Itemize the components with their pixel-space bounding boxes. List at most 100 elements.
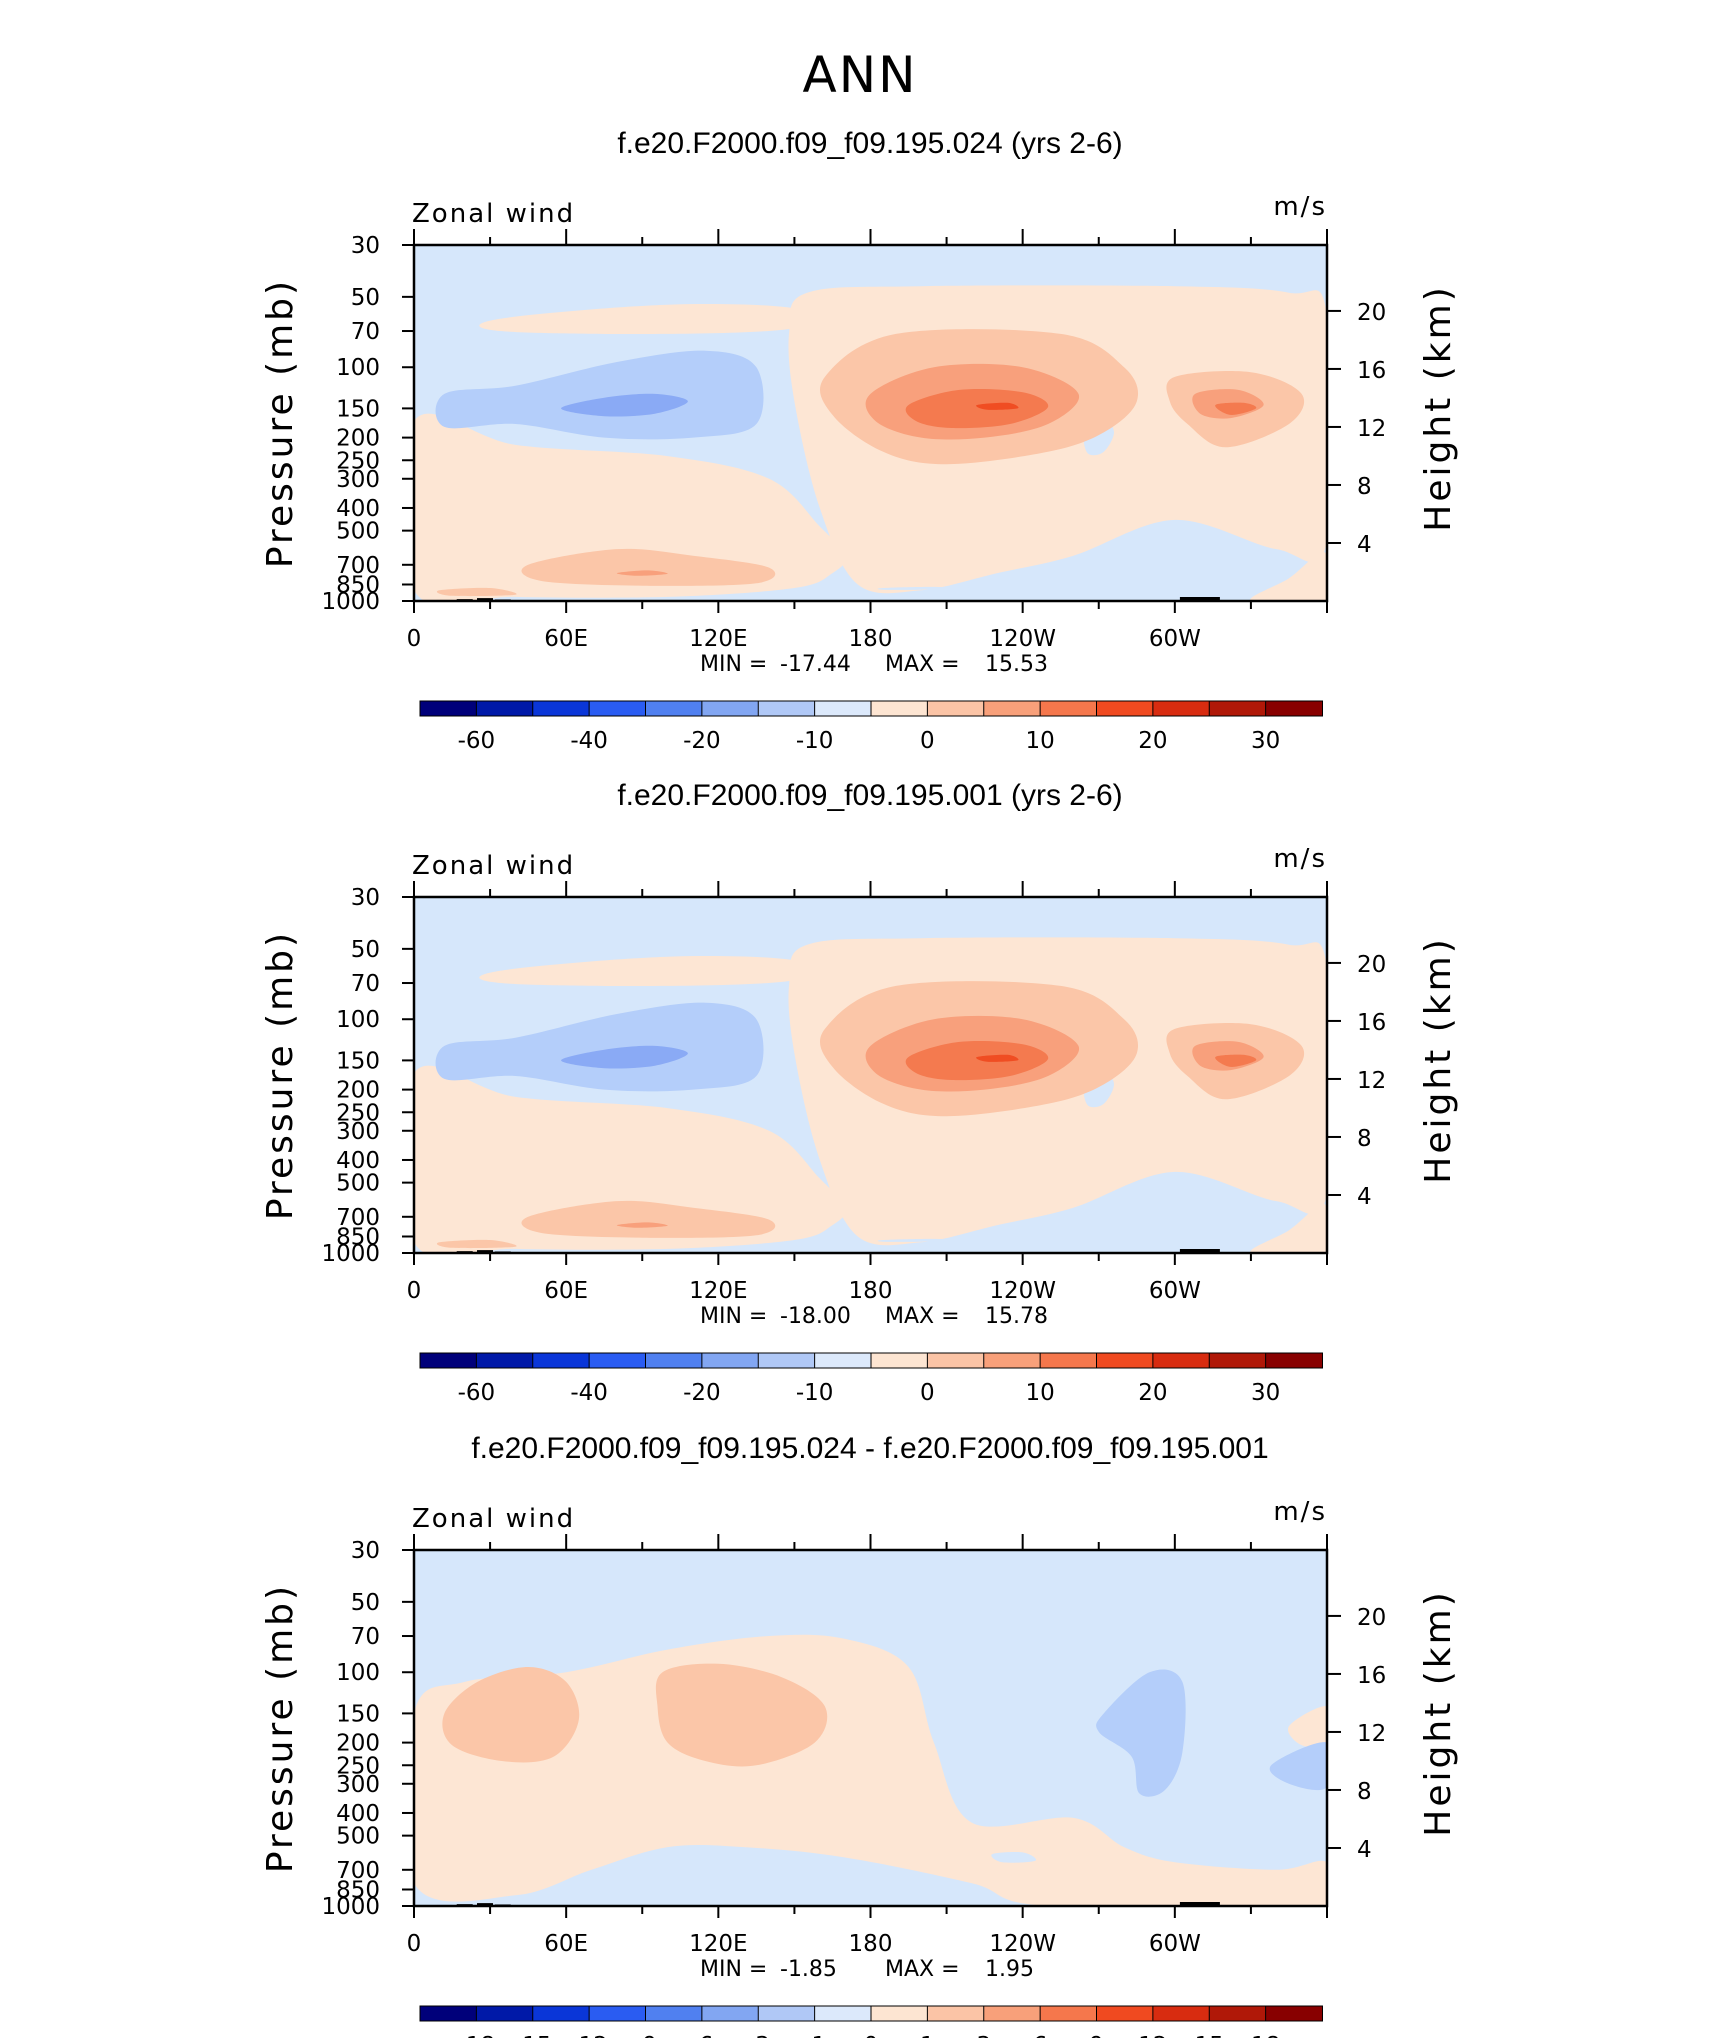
chart-panel-1: f.e20.F2000.f09_f09.195.024 (yrs 2-6) Zon… (260, 127, 1459, 754)
y-tick-label: 150 (336, 1701, 380, 1727)
colorbar-swatch (983, 2005, 1042, 2022)
y2-tick-label: 8 (1357, 1779, 1372, 1805)
y-tick-label: 30 (351, 233, 380, 259)
colorbar-swatch (1039, 700, 1098, 717)
y-tick-label: 400 (336, 496, 380, 522)
y-axis-title: Pressure (mb) (260, 930, 301, 1220)
colorbar-tick-label: 3 (976, 2033, 991, 2038)
y-tick-label: 700 (336, 1205, 380, 1231)
y-tick-label: 100 (336, 1007, 380, 1033)
y-tick-label: 150 (336, 1048, 380, 1074)
y-tick-label: 50 (351, 285, 380, 311)
y2-axis-title: Height (km) (1418, 936, 1459, 1183)
topography-bar (477, 598, 494, 601)
contour-region-pos1 (1250, 551, 1327, 601)
y2-tick-label: 16 (1357, 358, 1386, 384)
colorbar-swatch (757, 700, 816, 717)
colorbar-swatch (532, 700, 591, 717)
colorbar-tick-label: -15 (514, 2033, 552, 2038)
panel-title: f.e20.F2000.f09_f09.195.001 (yrs 2-6) (617, 779, 1122, 812)
topography-bar (477, 1250, 494, 1253)
colorbar-swatch (645, 1352, 703, 1369)
contour-region-neg3 (561, 393, 688, 417)
left-label: Zonal wind (412, 1504, 575, 1534)
y-tick-label: 850 (336, 573, 380, 599)
colorbar-swatch (1265, 2005, 1323, 2022)
colorbar-swatch (1208, 700, 1267, 717)
max-value: 1.95 (985, 1957, 1034, 1982)
x-tick-label: 60E (544, 1278, 588, 1304)
contour-plot (414, 897, 1327, 1253)
y2-tick-label: 8 (1357, 1126, 1372, 1152)
x-tick-label: 120E (689, 1931, 747, 1957)
min-label: MIN = (700, 1957, 767, 1982)
colorbar-tick-label: 12 (1138, 2033, 1167, 2038)
x-tick-label: 60W (1149, 626, 1201, 652)
contour-region-neg2 (1269, 1742, 1327, 1791)
colorbar-tick-label: -1 (803, 2033, 826, 2038)
topography-bar (477, 1903, 494, 1906)
contour-region-pos2 (436, 587, 517, 597)
contour-region-pos2 (521, 1200, 776, 1238)
y2-tick-label: 20 (1357, 952, 1386, 978)
max-value: 15.78 (985, 1304, 1048, 1329)
x-tick-label: 60E (544, 626, 588, 652)
colorbar-swatch (419, 2005, 478, 2022)
contour-region-neg3 (561, 1045, 688, 1069)
max-value: 15.53 (985, 652, 1048, 677)
colorbar-swatch (701, 2005, 760, 2022)
colorbar-swatch (814, 2005, 872, 2022)
colorbar-tick-label: 10 (1025, 728, 1054, 754)
y-tick-label: 1000 (321, 1241, 380, 1267)
colorbar-tick-label: -6 (690, 2033, 713, 2038)
colorbar-tick-label: 6 (1033, 2033, 1048, 2038)
colorbar-swatch (1096, 1352, 1154, 1369)
left-label: Zonal wind (412, 199, 575, 229)
max-label: MAX = (885, 652, 960, 677)
y2-tick-label: 20 (1357, 1605, 1386, 1631)
colorbar-tick-label: -20 (683, 728, 721, 754)
y2-tick-label: 12 (1357, 1068, 1386, 1094)
colorbar-swatch (701, 1352, 760, 1369)
colorbar-swatch (588, 700, 647, 717)
y-tick-label: 250 (336, 1753, 380, 1779)
x-tick-label: 180 (849, 626, 893, 652)
contour-region-pos2 (655, 1663, 828, 1767)
colorbar-swatch (1265, 1352, 1323, 1369)
contour-region-pos2 (436, 1239, 517, 1249)
contour-region-pos4 (905, 1040, 1049, 1081)
colorbar-swatch (701, 700, 760, 717)
contour-plot (414, 1550, 1327, 1906)
y-tick-label: 200 (336, 1731, 380, 1757)
y-tick-label: 50 (351, 1590, 380, 1616)
right-label: m/s (1273, 1497, 1327, 1527)
colorbar-swatch (1039, 2005, 1098, 2022)
colorbar-swatch (1039, 1352, 1098, 1369)
y-tick-label: 100 (336, 355, 380, 381)
colorbar-tick-label: 0 (864, 2033, 879, 2038)
y-tick-label: 70 (351, 319, 380, 345)
contour-region-neg1 (991, 1851, 1037, 1863)
contour-region-neg2 (1096, 1669, 1186, 1797)
x-tick-label: 0 (407, 626, 422, 652)
y-tick-label: 850 (336, 1225, 380, 1251)
colorbar-tick-label: -40 (570, 1380, 608, 1406)
y-tick-label: 100 (336, 1660, 380, 1686)
y-tick-label: 850 (336, 1878, 380, 1904)
y-tick-label: 200 (336, 1078, 380, 1104)
colorbar-tick-label: -12 (570, 2033, 608, 2038)
y-tick-label: 150 (336, 396, 380, 422)
colorbar-swatch (419, 700, 478, 717)
colorbar-swatch (814, 700, 872, 717)
contour-region-neg1 (877, 586, 960, 590)
x-tick-label: 120W (989, 1278, 1056, 1304)
contour-region-pos1 (1288, 1706, 1327, 1748)
x-tick-label: 120W (989, 626, 1056, 652)
y2-tick-label: 16 (1357, 1010, 1386, 1036)
y-tick-label: 400 (336, 1148, 380, 1174)
y-axis-title: Pressure (mb) (260, 278, 301, 568)
left-label: Zonal wind (412, 851, 575, 881)
colorbar-tick-label: 30 (1251, 1380, 1280, 1406)
colorbar-swatch (1265, 700, 1323, 717)
contour-region-pos2 (521, 548, 776, 586)
